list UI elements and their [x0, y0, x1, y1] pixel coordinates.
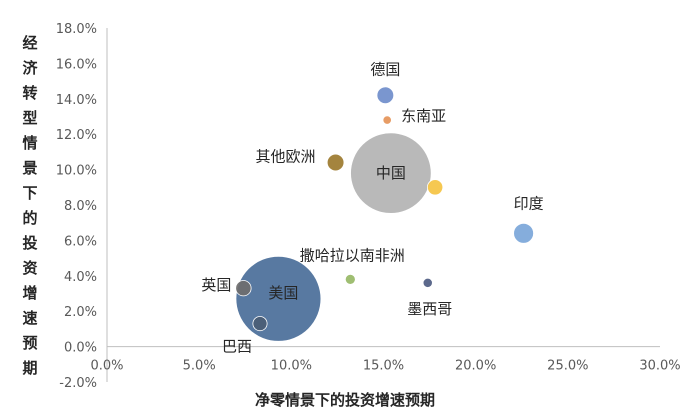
- data-label: 墨西哥: [407, 300, 452, 318]
- x-tick-label: 20.0%: [455, 359, 496, 374]
- data-label: 美国: [268, 284, 298, 302]
- y-axis-title-char: 速: [22, 309, 37, 327]
- y-axis-title-char: 期: [22, 359, 37, 377]
- y-tick-label: 2.0%: [64, 305, 97, 320]
- bubble: [252, 316, 268, 332]
- x-tick-label: 25.0%: [547, 359, 588, 374]
- y-axis-title-char: 转: [22, 84, 37, 102]
- x-tick-label: 30.0%: [639, 359, 680, 374]
- y-tick-label: 4.0%: [64, 270, 97, 285]
- bubble: [235, 280, 252, 297]
- y-axis-title-char: 投: [22, 234, 37, 252]
- bubble: [376, 86, 395, 105]
- bubble: [426, 179, 444, 196]
- x-tick-label: 5.0%: [183, 359, 216, 374]
- y-axis-title-char: 资: [22, 259, 37, 277]
- y-tick-label: 16.0%: [56, 57, 97, 72]
- y-tick-label: 10.0%: [56, 164, 97, 179]
- y-tick-label: 6.0%: [64, 234, 97, 249]
- x-tick-label: 10.0%: [271, 359, 312, 374]
- data-label: 其他欧洲: [256, 148, 316, 166]
- data-label: 德国: [370, 60, 400, 78]
- bubble: [382, 115, 392, 125]
- y-axis-title-char: 经: [22, 34, 37, 52]
- y-tick-label: 8.0%: [64, 199, 97, 214]
- bubble: [326, 153, 345, 172]
- x-axis-title: 净零情景下的投资增速预期: [255, 391, 435, 409]
- bubbles: [235, 86, 534, 342]
- y-axis-title-char: 济: [22, 59, 38, 77]
- x-tick-labels: 0.0% 5.0% 10.0% 15.0% 20.0% 25.0% 30.0%: [90, 359, 680, 374]
- data-label: 印度: [514, 194, 544, 212]
- data-label: 巴西: [222, 338, 252, 356]
- bubble: [350, 132, 432, 214]
- y-axis-title-char: 情: [22, 134, 37, 152]
- y-tick-label: 0.0%: [64, 341, 97, 356]
- x-tick-label: 0.0%: [90, 359, 123, 374]
- y-tick-labels: -2.0% 0.0% 2.0% 4.0% 6.0% 8.0% 10.0% 12.0% 14.0%…: [56, 22, 97, 391]
- data-label: 撒哈拉以南非洲: [300, 246, 405, 264]
- y-axis-title-char: 型: [22, 109, 37, 127]
- bubble: [422, 277, 433, 288]
- y-tick-label: 12.0%: [56, 128, 97, 143]
- y-axis-title-char: 增: [22, 284, 37, 302]
- data-label: 英国: [201, 276, 231, 294]
- x-tick-label: 15.0%: [363, 359, 404, 374]
- y-axis-title-char: 下: [22, 184, 37, 202]
- y-axis-title-char: 预: [22, 334, 37, 352]
- y-tick-label: 18.0%: [56, 22, 97, 37]
- axes: [106, 28, 660, 382]
- y-tick-label: -2.0%: [59, 376, 97, 391]
- y-axis-title-char: 的: [22, 209, 37, 227]
- bubble: [344, 273, 356, 285]
- y-axis-title-char: 景: [22, 159, 37, 177]
- bubble: [513, 222, 534, 244]
- y-tick-label: 14.0%: [56, 93, 97, 108]
- data-label: 东南亚: [401, 107, 446, 125]
- data-label: 中国: [376, 164, 406, 182]
